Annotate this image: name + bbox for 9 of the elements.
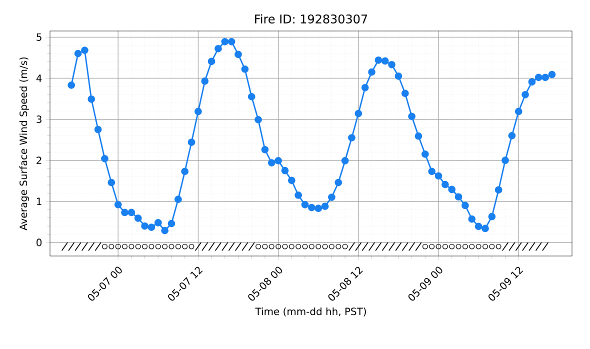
chart-title: Fire ID: 192830307 (255, 14, 368, 24)
y-tick-label: 2 (36, 156, 42, 164)
y-tick-label: 1 (36, 198, 42, 206)
y-tick-label: 5 (36, 33, 42, 41)
y-tick-label: 3 (36, 115, 42, 124)
y-tick-label: 0 (36, 238, 42, 246)
y-axis-title: Average Surface Wind Speed (m/s) (19, 57, 30, 230)
y-tick-label: 4 (36, 74, 42, 82)
x-axis-title: Time (mm-dd hh, PST) (255, 307, 366, 316)
